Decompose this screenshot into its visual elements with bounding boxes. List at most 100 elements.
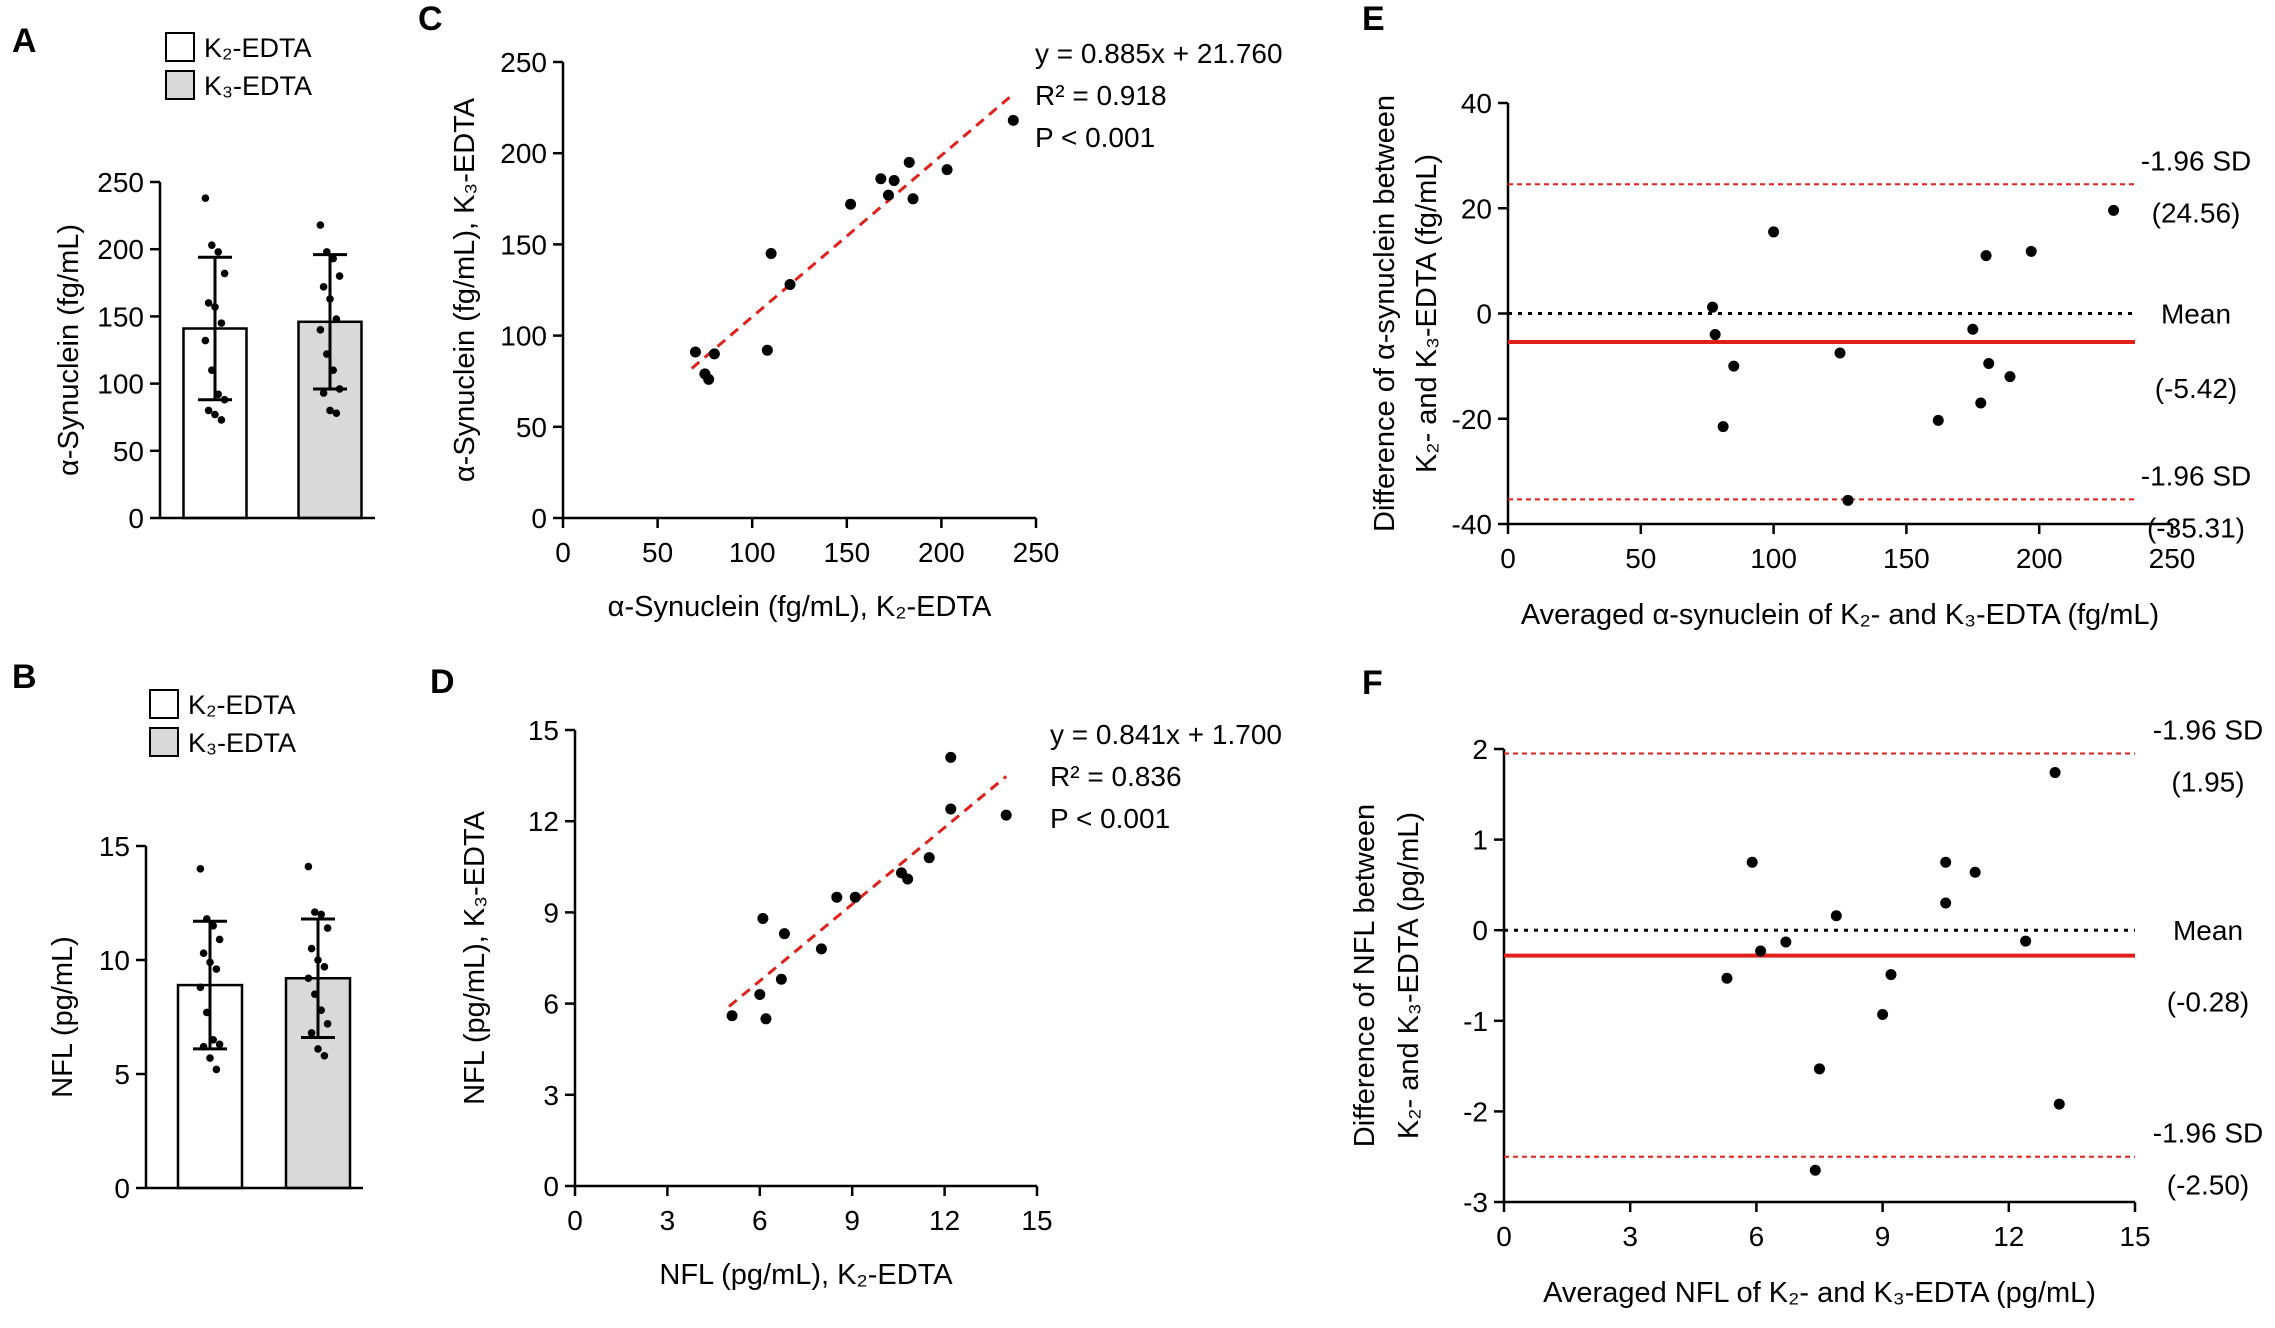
data-point: [888, 175, 900, 187]
data-point: [320, 963, 329, 971]
x-axis-label: NFL (pg/mL), K₂-EDTA: [659, 1259, 953, 1291]
data-point: [332, 315, 341, 323]
data-point: [323, 350, 331, 358]
data-point: [335, 272, 344, 280]
lower-limit-value: (-2.50): [2167, 1170, 2249, 1201]
panel-d: D 0 3 6 9 12 15 0 3 6 9 12 15 y = 0.841x + 1.700 R² = …: [430, 663, 1282, 1291]
y-axis-label: NFL (pg/mL): [47, 936, 79, 1098]
data-point: [784, 279, 796, 291]
y-tick-label: 0: [1472, 915, 1488, 946]
y-tick-label: 15: [99, 831, 130, 862]
data-point: [849, 891, 861, 903]
panel-letter: D: [430, 663, 455, 701]
x-tick-label: 3: [660, 1205, 676, 1236]
y-tick-label: 3: [543, 1080, 559, 1111]
lower-limit-label: -1.96 SD: [2141, 460, 2252, 491]
x-tick-label: 150: [1883, 543, 1930, 574]
data-point: [1000, 809, 1012, 821]
data-point: [1842, 494, 1854, 506]
data-point: [1932, 414, 1944, 426]
x-tick-label: 6: [1749, 1221, 1765, 1252]
data-point: [320, 1051, 329, 1060]
data-point: [923, 852, 935, 864]
data-point: [323, 1020, 332, 1028]
data-point: [199, 1042, 208, 1051]
y-tick-label: 200: [500, 138, 547, 169]
data-point: [203, 915, 211, 923]
y-tick-label: 50: [516, 412, 547, 443]
data-point: [1983, 357, 1995, 369]
y-tick-label: 0: [543, 1171, 559, 1202]
data-point: [217, 319, 226, 327]
y-tick-label: 40: [1461, 88, 1492, 119]
y-tick-label: 9: [543, 897, 559, 928]
data-point: [317, 910, 326, 919]
data-point: [2020, 935, 2032, 947]
x-tick-label: 100: [729, 537, 776, 568]
data-point: [215, 1040, 224, 1049]
data-point: [1717, 421, 1729, 433]
x-tick-label: 0: [1500, 543, 1516, 574]
x-tick-label: 12: [1993, 1221, 2024, 1252]
data-point: [323, 248, 331, 256]
data-point: [703, 373, 715, 385]
y-tick-label: 0: [531, 503, 547, 534]
data-point: [1809, 1164, 1821, 1176]
data-point: [815, 943, 827, 955]
y-tick-label: -20: [1452, 404, 1492, 435]
lower-limit-value: (-35.31): [2147, 512, 2245, 543]
data-point: [326, 406, 334, 415]
data-point: [217, 416, 226, 424]
y-tick-label: 20: [1461, 193, 1492, 224]
data-point: [209, 1036, 217, 1044]
data-point: [726, 1010, 738, 1022]
data-point: [1709, 329, 1721, 341]
x-tick-label: 50: [642, 537, 673, 568]
data-point: [316, 221, 325, 229]
panel-letter: F: [1362, 664, 1383, 702]
panel-a: A K₂-EDTA K₃-EDTA α-Synuclein (fg/mL) 0 50 100…: [12, 22, 375, 534]
data-point: [775, 973, 787, 985]
legend-label-k3: K₃-EDTA: [204, 71, 312, 101]
data-point: [1885, 969, 1897, 981]
mean-value: (-5.42): [2155, 373, 2237, 404]
data-point: [201, 336, 210, 345]
data-point: [307, 944, 316, 953]
regression-equation: y = 0.885x + 21.760: [1035, 38, 1283, 69]
data-point: [314, 956, 322, 964]
legend-swatch-k2: [165, 32, 195, 62]
y-axis-label: α-Synuclein (fg/mL), K₃-EDTA: [449, 97, 481, 482]
panel-e: E -40 -20 0 20 40 0 50 100 150 200 250 -1.96 SD (24.5…: [1362, 0, 2251, 631]
data-point: [206, 1054, 214, 1062]
data-point: [332, 409, 341, 417]
x-tick-label: 150: [823, 537, 870, 568]
data-point: [335, 385, 344, 393]
y-tick-label: 150: [500, 229, 547, 260]
y-axis-label-line1: Difference of α-synuclein between: [1369, 95, 1401, 532]
upper-limit-value: (24.56): [2152, 197, 2241, 228]
data-point: [2108, 204, 2120, 216]
y-tick-label: 250: [500, 47, 547, 78]
data-point: [1940, 897, 1952, 909]
legend-swatch-k3: [149, 727, 179, 757]
data-point: [778, 928, 790, 940]
data-point: [1834, 347, 1846, 359]
data-point: [1830, 910, 1842, 922]
legend-label-k2: K₂-EDTA: [188, 690, 296, 720]
y-axis-label-line1: Difference of NFL between: [1349, 804, 1381, 1147]
mean-label: Mean: [2161, 299, 2231, 330]
data-point: [196, 865, 205, 873]
y-tick-label: 1: [1472, 825, 1488, 856]
data-point: [831, 891, 843, 903]
data-point: [304, 862, 313, 871]
data-point: [196, 983, 205, 992]
data-point: [945, 803, 957, 815]
panel-letter: E: [1362, 0, 1385, 38]
y-tick-label: 0: [128, 503, 144, 534]
y-axis-label: NFL (pg/mL), K₃-EDTA: [459, 810, 491, 1104]
x-axis-label: Averaged NFL of K₂- and K₃-EDTA (pg/mL): [1543, 1277, 2096, 1309]
data-point: [208, 366, 216, 374]
x-tick-label: 50: [1625, 543, 1656, 574]
data-point: [211, 303, 219, 311]
data-point: [215, 935, 224, 944]
